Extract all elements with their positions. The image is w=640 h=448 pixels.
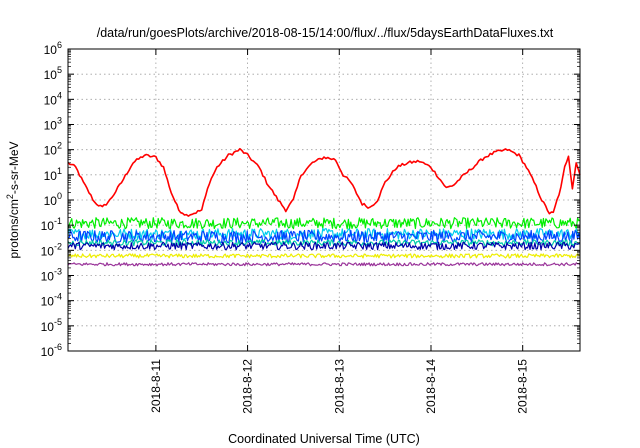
series-group	[67, 147, 581, 267]
y-label-part: -s-sr-MeV	[7, 141, 21, 194]
y-tick-label: 102	[44, 141, 62, 158]
y-tick-label: 103	[44, 116, 62, 133]
y-axis-ticks: 10-610-510-410-310-210-11001011021031041…	[41, 40, 580, 359]
y-tick-base: 10	[44, 144, 58, 158]
x-tick-label: 2018-8-12	[241, 359, 255, 414]
y-tick-base: 10	[44, 169, 58, 183]
y-tick-base: 10	[44, 43, 58, 57]
y-tick-base: 10	[41, 295, 55, 309]
y-tick-label: 10-6	[41, 342, 62, 359]
series-line-2	[67, 217, 581, 230]
x-tick-label: 2018-8-11	[149, 359, 163, 413]
y-tick-base: 10	[41, 219, 55, 233]
y-tick-label: 106	[44, 40, 62, 57]
y-label-superscript: 2	[5, 194, 15, 199]
series-line-5	[67, 239, 581, 247]
y-tick-label: 10-1	[41, 216, 62, 233]
y-tick-label: 10-4	[41, 292, 62, 309]
series-line-7	[67, 253, 581, 259]
x-axis-label: Coordinated Universal Time (UTC)	[228, 432, 420, 446]
series-line-1	[67, 147, 581, 217]
y-tick-exponent: 1	[57, 166, 62, 176]
x-tick-label: 2018-8-13	[332, 359, 346, 414]
y-tick-label: 10-3	[41, 267, 62, 284]
y-tick-label: 105	[44, 65, 62, 82]
y-axis-label: protons/cm2-s-sr-MeV	[5, 141, 21, 258]
x-tick-label: 2018-8-15	[516, 359, 530, 414]
y-tick-base: 10	[41, 244, 55, 258]
y-tick-exponent: 2	[57, 141, 62, 151]
y-tick-exponent: -5	[54, 317, 62, 327]
y-tick-base: 10	[41, 270, 55, 284]
grid-lines	[68, 48, 580, 352]
y-tick-base: 10	[44, 119, 58, 133]
y-tick-label: 10-5	[41, 317, 62, 334]
y-tick-exponent: -2	[54, 241, 62, 251]
y-tick-exponent: -3	[54, 267, 62, 277]
y-tick-label: 100	[44, 191, 62, 208]
y-tick-exponent: -6	[54, 342, 62, 352]
y-tick-exponent: 6	[57, 40, 62, 50]
y-tick-base: 10	[41, 345, 55, 359]
series-line-4	[67, 229, 581, 244]
series-line-6	[67, 241, 581, 251]
y-tick-exponent: 0	[57, 191, 62, 201]
y-tick-base: 10	[44, 194, 58, 208]
x-axis-ticks: 2018-8-11 2018-8-12 2018-8-13 2018-8-14 2018…	[149, 49, 530, 414]
y-tick-exponent: 5	[57, 65, 62, 75]
y-tick-exponent: -4	[54, 292, 62, 302]
y-tick-base: 10	[41, 320, 55, 334]
y-tick-label: 101	[44, 166, 62, 183]
y-tick-label: 10-2	[41, 241, 62, 258]
y-tick-base: 10	[44, 93, 58, 107]
y-label-part: protons/cm	[7, 199, 21, 258]
y-tick-exponent: 4	[57, 90, 62, 100]
chart-title: /data/run/goesPlots/archive/2018-08-15/1…	[97, 26, 554, 40]
x-tick-label: 2018-8-14	[424, 359, 438, 414]
series-line-8	[67, 262, 581, 267]
y-tick-base: 10	[44, 68, 58, 82]
y-tick-exponent: -1	[54, 216, 62, 226]
y-tick-exponent: 3	[57, 116, 62, 126]
y-tick-label: 104	[44, 90, 62, 107]
